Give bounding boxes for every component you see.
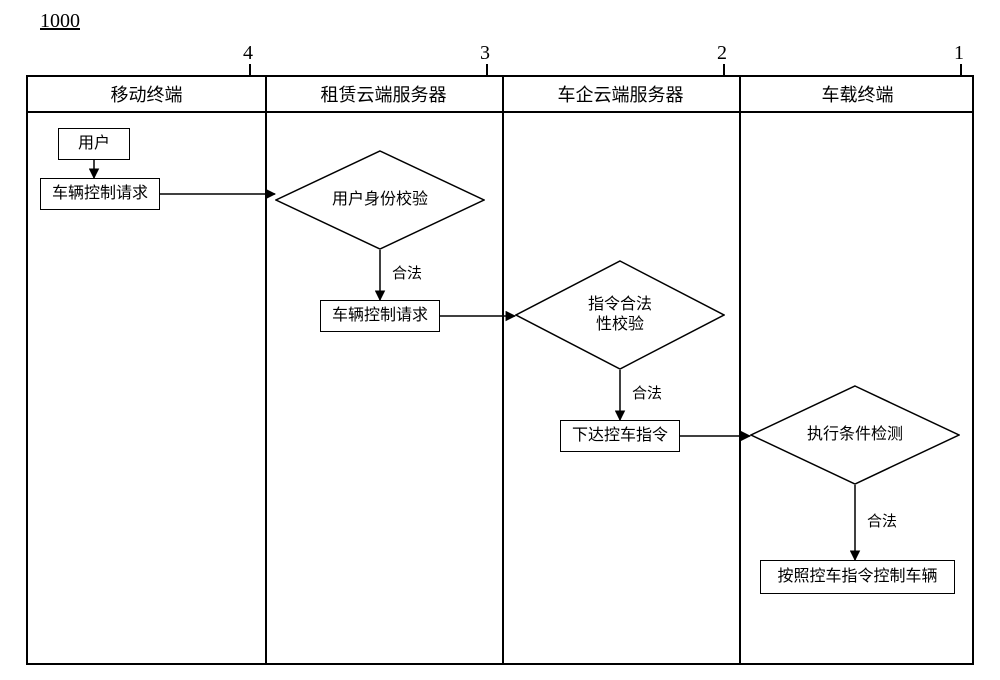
lane-number: 4 [243, 42, 253, 65]
lane-number: 2 [717, 42, 727, 65]
decision-label: 指令合法 性校验 [515, 260, 725, 370]
decision-verify: 用户身份校验 [275, 150, 485, 250]
process-box-req2: 车辆控制请求 [320, 300, 440, 332]
lane-divider [502, 77, 504, 663]
lane-number: 3 [480, 42, 490, 65]
process-box-user: 用户 [58, 128, 130, 160]
lane-title: 租赁云端服务器 [265, 77, 502, 113]
lane-number-tick [723, 64, 725, 75]
lane-number-tick [960, 64, 962, 75]
process-box-req1: 车辆控制请求 [40, 178, 160, 210]
lane-title: 车企云端服务器 [502, 77, 739, 113]
edge-label: 合法 [632, 382, 662, 403]
lane-number-tick [486, 64, 488, 75]
lane-number-tick [249, 64, 251, 75]
process-box-ctrl: 按照控车指令控制车辆 [760, 560, 955, 594]
decision-cmdchk: 指令合法 性校验 [515, 260, 725, 370]
lane-title: 移动终端 [28, 77, 265, 113]
lane-divider [265, 77, 267, 663]
edge-label: 合法 [392, 262, 422, 283]
lane-divider [739, 77, 741, 663]
lane-number: 1 [954, 42, 964, 65]
figure-ref-label: 1000 [40, 10, 80, 33]
lane-title: 车载终端 [739, 77, 976, 113]
decision-label: 执行条件检测 [750, 385, 960, 485]
decision-label: 用户身份校验 [275, 150, 485, 250]
decision-exec: 执行条件检测 [750, 385, 960, 485]
edge-label: 合法 [867, 510, 897, 531]
flowchart-canvas: 1000 移动终端租赁云端服务器车企云端服务器车载终端 4 3 2 1 用户车辆控制请求 用… [0, 0, 1000, 680]
process-box-issue: 下达控车指令 [560, 420, 680, 452]
